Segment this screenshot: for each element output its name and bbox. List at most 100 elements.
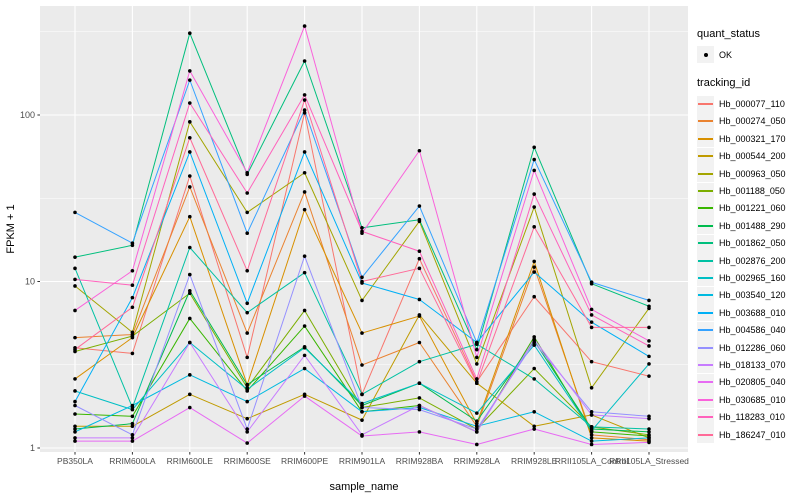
data-point	[245, 170, 249, 175]
legend-item-Hb_001188_050: Hb_001188_050	[697, 182, 800, 200]
series-line-swatch-icon	[698, 329, 713, 332]
data-point	[73, 335, 77, 340]
data-point	[188, 78, 192, 82]
data-point	[532, 340, 536, 345]
series-line-swatch-icon	[698, 190, 713, 193]
data-point	[589, 325, 594, 330]
data-point	[302, 353, 307, 358]
data-point	[532, 424, 536, 429]
data-point	[647, 430, 651, 434]
data-point	[130, 295, 135, 300]
data-point	[188, 120, 192, 124]
legend-item-Hb_000274_050: Hb_000274_050	[697, 112, 800, 130]
series-key-icon	[697, 321, 714, 339]
data-point	[647, 436, 651, 440]
data-point	[188, 214, 192, 219]
legend-item-label: Hb_012286_060	[719, 342, 786, 353]
data-point	[475, 377, 479, 381]
data-point	[302, 150, 307, 154]
data-point	[130, 305, 135, 310]
legend-item-Hb_000544_200: Hb_000544_200	[697, 147, 800, 165]
data-point	[647, 298, 651, 303]
data-point	[532, 205, 536, 209]
data-point	[302, 170, 307, 175]
data-point	[532, 157, 536, 162]
series-key-icon	[697, 426, 714, 443]
data-point	[589, 359, 594, 364]
legend-item-label: Hb_001221_060	[719, 203, 786, 214]
series-key-icon	[697, 304, 714, 322]
data-point	[532, 337, 536, 342]
data-point	[532, 409, 536, 414]
data-point	[73, 399, 77, 404]
data-point	[475, 419, 479, 423]
data-point	[130, 424, 135, 429]
data-point	[417, 256, 422, 261]
data-point	[417, 217, 422, 222]
data-point	[302, 345, 307, 350]
x-tick-label: RRII105LA_Control	[555, 456, 629, 466]
data-point	[188, 340, 192, 345]
data-point	[417, 396, 422, 400]
legend-item-label: Hb_000274_050	[719, 116, 786, 127]
data-point	[475, 427, 479, 431]
data-point	[245, 399, 249, 404]
data-point	[73, 427, 77, 431]
data-point	[417, 340, 422, 345]
data-point	[417, 249, 422, 254]
series-key-icon	[697, 95, 714, 113]
data-point	[188, 291, 192, 296]
data-point	[245, 387, 249, 392]
data-point	[302, 394, 307, 398]
series-key-icon	[697, 356, 714, 374]
x-tick-label: RRII105LA_Stressed	[609, 456, 689, 466]
data-point	[475, 362, 479, 366]
data-point	[360, 418, 364, 422]
data-point	[188, 373, 192, 377]
data-point	[647, 416, 651, 421]
legend-title-quant-status: quant_status	[697, 28, 760, 40]
legend-item-Hb_018133_070: Hb_018133_070	[697, 356, 800, 374]
data-point	[532, 259, 536, 264]
y-tick-label: 100	[20, 110, 35, 120]
x-tick-label: RRIM928LE	[511, 456, 558, 466]
series-key-icon	[697, 252, 714, 270]
data-point	[245, 210, 249, 215]
data-point	[130, 330, 135, 335]
data-point	[589, 436, 594, 440]
series-line-swatch-icon	[698, 311, 713, 314]
legend-item-label: Hb_186247_010	[719, 429, 786, 440]
data-point	[302, 24, 307, 28]
series-key-icon	[697, 286, 714, 304]
data-point	[188, 174, 192, 178]
series-key-icon	[697, 182, 714, 200]
data-point	[475, 421, 479, 426]
series-line-swatch-icon	[698, 137, 713, 140]
data-point	[647, 440, 651, 445]
x-axis-title: sample_name	[329, 481, 398, 493]
legend-item-Hb_003540_120: Hb_003540_120	[697, 286, 800, 304]
legend-item-label: Hb_000077_110	[719, 99, 785, 110]
data-point	[188, 150, 192, 154]
legend-tracking-id: tracking_id Hb_000077_110 Hb_000274_050 Hb…	[697, 77, 800, 443]
data-point	[360, 409, 364, 414]
data-point	[417, 403, 422, 408]
series-key-icon	[697, 112, 714, 130]
data-point	[532, 145, 536, 150]
data-point	[188, 101, 192, 105]
legend-item-Hb_000963_050: Hb_000963_050	[697, 165, 800, 183]
data-point	[188, 405, 192, 410]
data-point	[647, 374, 651, 378]
legend-item-Hb_001221_060: Hb_001221_060	[697, 199, 800, 217]
data-point	[302, 93, 307, 97]
data-point	[73, 277, 77, 282]
data-point	[589, 307, 594, 312]
data-point	[417, 359, 422, 364]
data-point	[302, 366, 307, 371]
x-tick-label: RRIM600LA	[109, 456, 156, 466]
x-tick-label: PB350LA	[57, 456, 93, 466]
data-point	[532, 192, 536, 196]
y-axis-title: FPKM + 1	[5, 204, 17, 253]
